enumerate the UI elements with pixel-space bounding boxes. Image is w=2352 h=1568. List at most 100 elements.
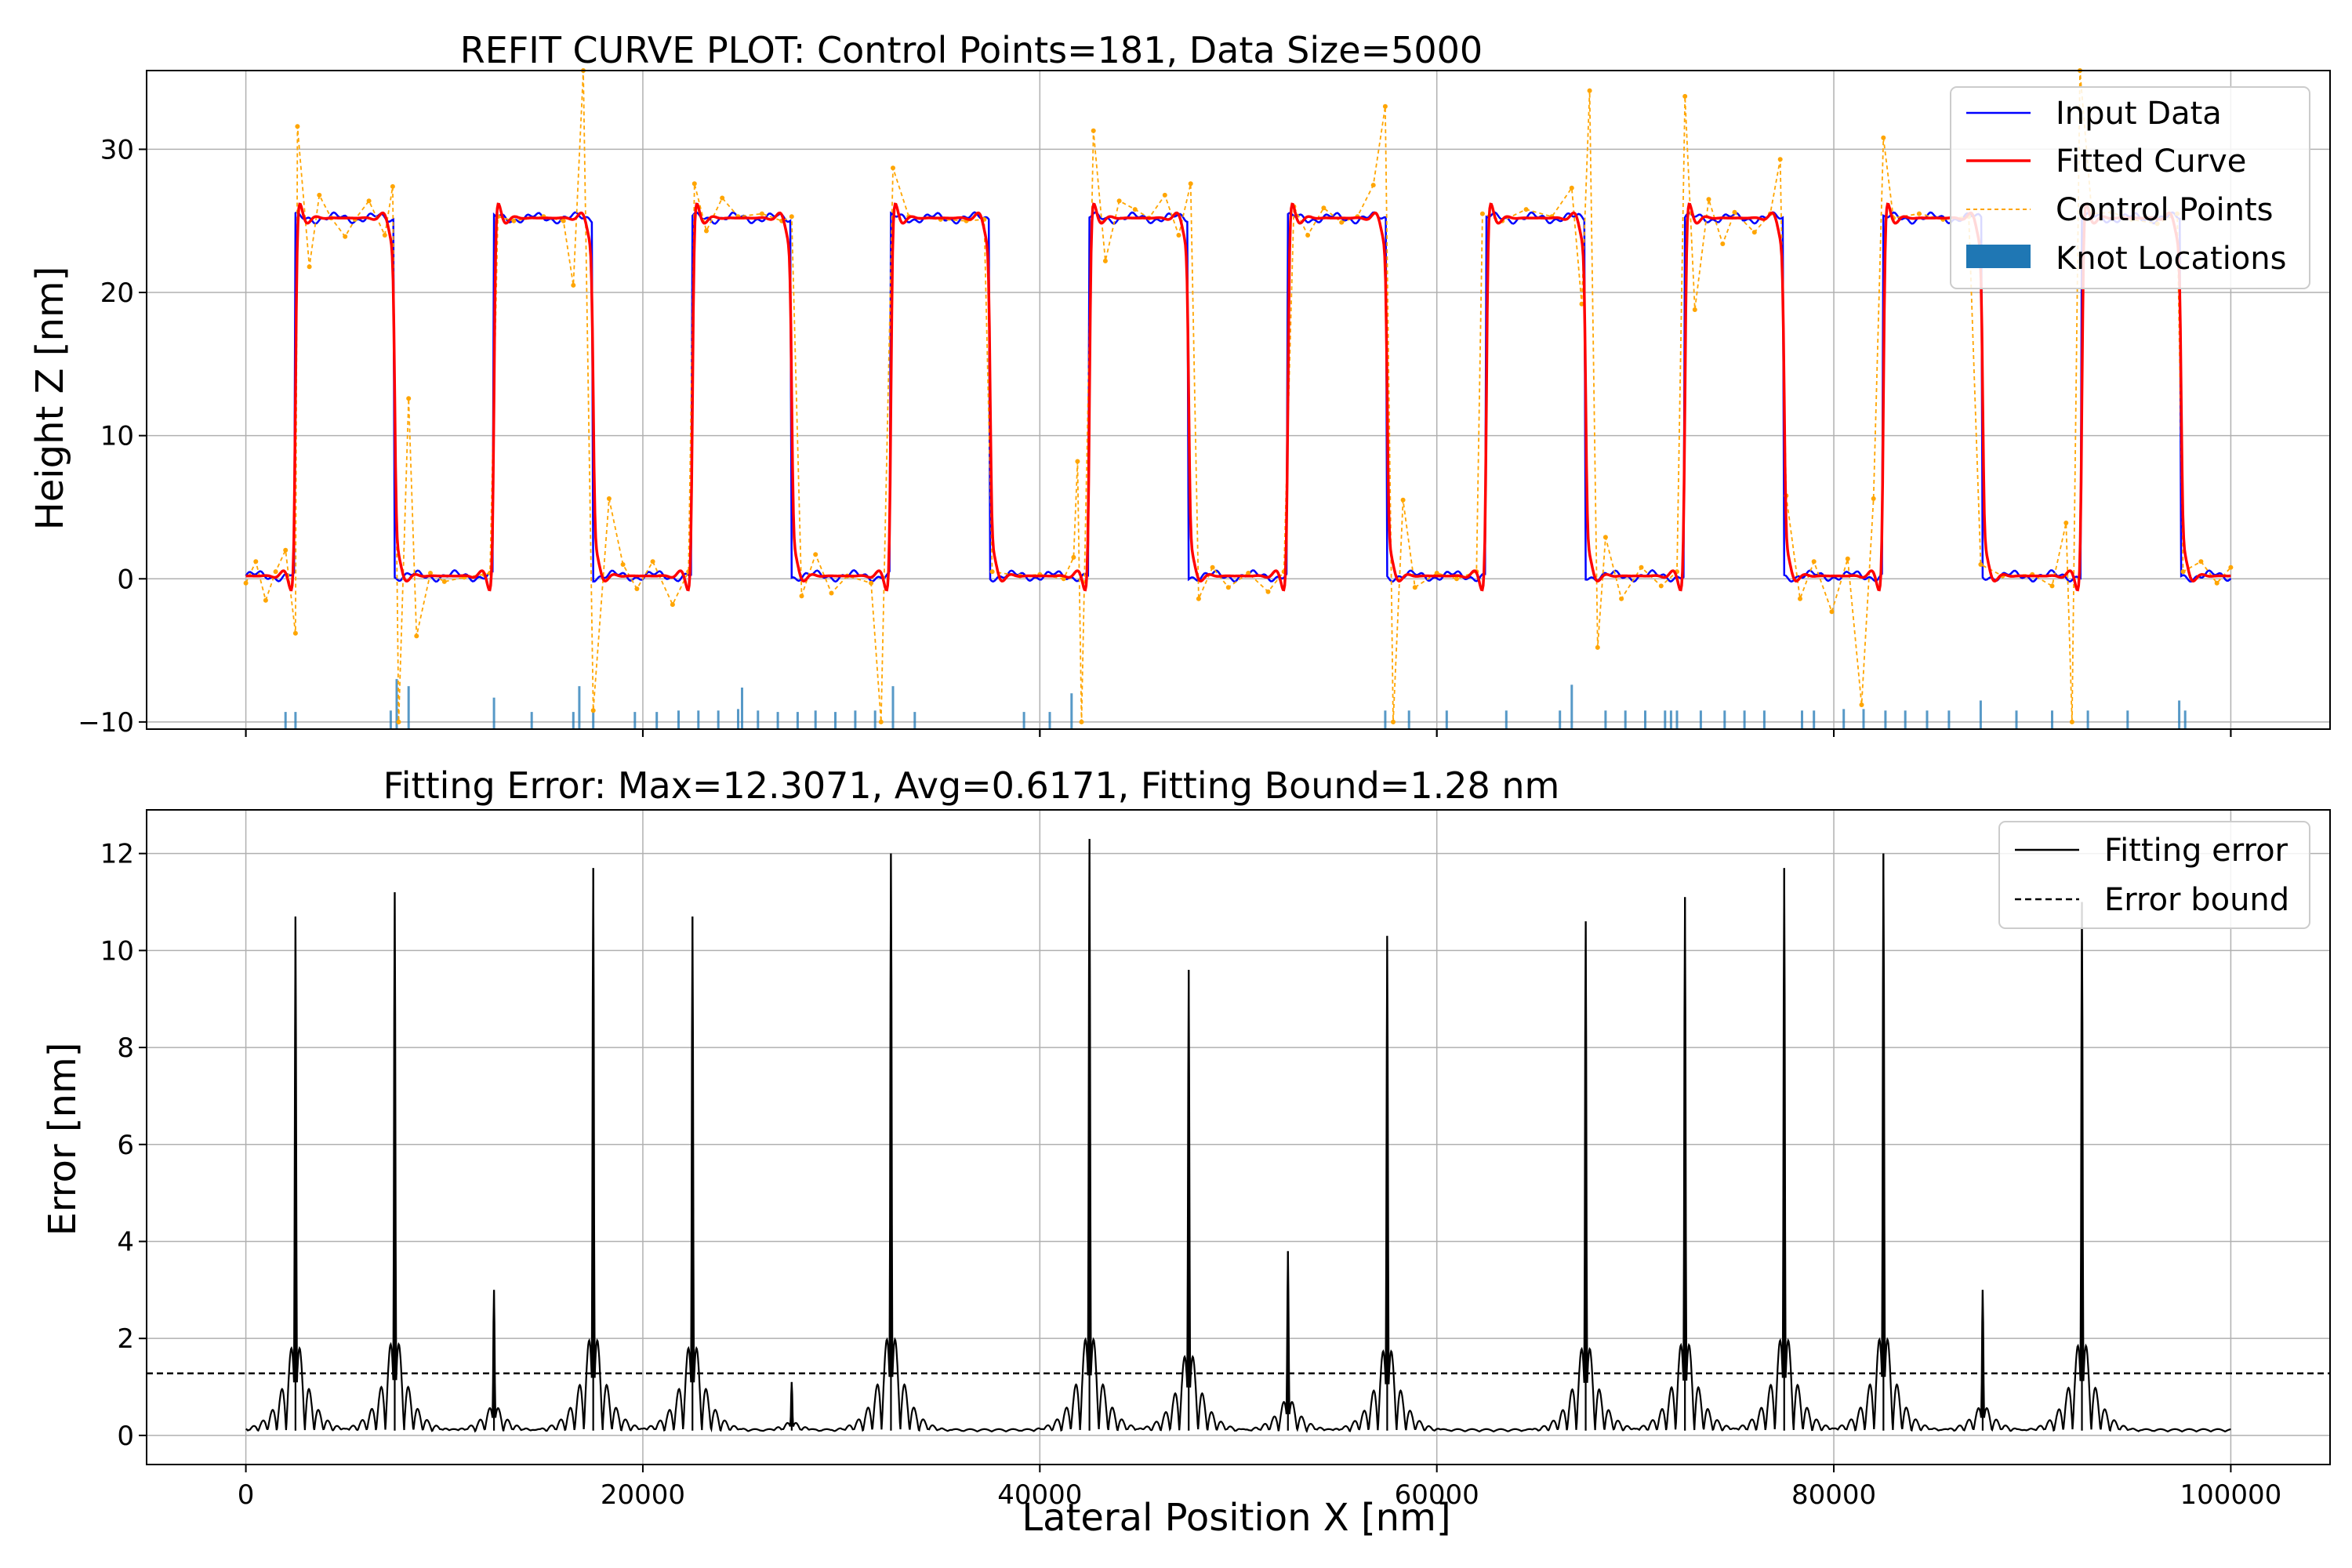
top-legend: Input Data Fitted Curve Control Points K…	[1950, 86, 2310, 289]
control-point-marker	[1370, 183, 1376, 188]
control-point-marker	[606, 496, 612, 501]
knot-location-bar	[1559, 710, 1562, 729]
control-point-marker	[789, 214, 794, 220]
control-point-marker	[428, 571, 433, 575]
bottom-x-tick-label: 20000	[601, 1479, 685, 1511]
knot-location-bar	[873, 710, 877, 729]
knot-location-bar	[572, 712, 575, 729]
knot-location-bar	[2183, 710, 2187, 729]
control-point-marker	[813, 552, 818, 557]
control-point-marker	[1569, 185, 1574, 191]
bottom-chart-title: Fitting Error: Max=12.3071, Avg=0.6171, …	[383, 764, 1560, 807]
knot-location-bar	[737, 709, 739, 729]
control-point-marker	[1321, 205, 1327, 211]
refit-curve-axes: REFIT CURVE PLOT: Control Points=181, Da…	[28, 29, 2331, 739]
top-legend-frame	[1950, 86, 2310, 289]
legend-knot-locations-swatch	[1966, 245, 2031, 268]
control-point-marker	[620, 562, 626, 567]
knot-location-bar	[407, 686, 410, 729]
control-point-marker	[1720, 241, 1726, 246]
control-point-marker	[263, 597, 268, 603]
control-point-marker	[2180, 569, 2186, 575]
control-point-marker	[343, 234, 348, 239]
control-point-marker	[561, 218, 566, 223]
control-point-marker	[2228, 564, 2234, 570]
control-point-marker	[317, 192, 322, 198]
legend-error-bound-label: Error bound	[2104, 882, 2289, 918]
knot-location-bar	[1644, 710, 1646, 729]
control-point-marker	[2049, 583, 2055, 589]
top-y-axis-label: Height Z [nm]	[28, 267, 72, 531]
control-point-marker	[1706, 197, 1711, 202]
control-point-marker	[1751, 230, 1757, 235]
control-point-marker	[1305, 233, 1311, 238]
legend-knot-locations-label: Knot Locations	[2056, 241, 2286, 277]
control-point-marker	[1692, 307, 1697, 312]
control-point-marker	[382, 233, 387, 238]
knot-location-bar	[1762, 710, 1766, 729]
control-point-marker	[2063, 521, 2069, 525]
knot-location-bar	[1407, 710, 1410, 729]
control-point-marker	[759, 211, 764, 216]
bottom-legend: Fitting error Error bound	[1998, 821, 2310, 929]
bottom-x-tick-label: 0	[238, 1479, 255, 1511]
control-point-marker	[1619, 596, 1624, 601]
control-point-marker	[1916, 211, 1922, 216]
knot-location-bar	[1699, 710, 1702, 729]
control-point-marker	[1871, 496, 1876, 501]
control-point-marker	[1602, 535, 1608, 540]
control-point-marker	[1382, 103, 1388, 109]
legend-input-data-label: Input Data	[2056, 96, 2222, 132]
control-point-marker	[292, 630, 298, 636]
control-point-marker	[1391, 719, 1396, 724]
control-point-marker	[1479, 211, 1485, 216]
knot-location-bar	[2178, 700, 2181, 729]
top-axes-frame	[146, 70, 2331, 730]
knot-location-bar	[2086, 710, 2089, 729]
control-point-marker	[1978, 562, 1984, 567]
control-point-marker	[1091, 128, 1096, 133]
control-point-marker	[1075, 459, 1080, 464]
knot-location-bar	[1723, 710, 1726, 729]
knot-location-bar	[1384, 710, 1387, 729]
x-axis-label: Lateral Position X [nm]	[1022, 1496, 1450, 1540]
control-point-marker	[878, 719, 884, 724]
control-point-marker	[1400, 497, 1406, 503]
knot-location-bar	[655, 712, 659, 729]
top-y-tick-label: 0	[117, 564, 134, 595]
control-point-marker	[1595, 644, 1600, 650]
control-point-marker	[1079, 719, 1084, 724]
fitting-error-axes: Fitting Error: Max=12.3071, Avg=0.6171, …	[41, 764, 2331, 1540]
knot-location-bar	[854, 710, 857, 729]
bottom-y-tick-label: 4	[117, 1226, 134, 1258]
bottom-x-tick-label: 60000	[1395, 1479, 1479, 1511]
control-point-marker	[1811, 559, 1817, 564]
knot-location-bar	[913, 712, 916, 729]
bottom-y-tick-label: 10	[100, 935, 134, 967]
control-point-marker	[243, 580, 249, 586]
control-point-marker	[829, 590, 834, 596]
control-point-marker	[891, 165, 895, 171]
knot-location-bar	[284, 712, 287, 729]
fitted-curve-line	[245, 202, 2231, 592]
knot-location-bar	[834, 712, 837, 729]
control-point-marker	[2198, 559, 2204, 564]
control-point-marker	[390, 183, 395, 189]
bottom-axis-ticks: 0 20000 40000 60000 80000 100000 0 2 4 6 8 10 12	[100, 809, 2331, 1511]
knot-location-bar	[578, 686, 581, 729]
bottom-y-tick-label: 0	[117, 1421, 134, 1452]
top-y-tick-label: 20	[100, 278, 134, 309]
control-point-marker	[1639, 564, 1644, 570]
bottom-grid	[147, 810, 2330, 1465]
bottom-y-tick-label: 8	[117, 1033, 134, 1064]
control-point-marker	[1777, 157, 1783, 162]
legend-fitted-curve-label: Fitted Curve	[2056, 143, 2246, 180]
bottom-y-tick-label: 6	[117, 1130, 134, 1161]
control-point-marker	[670, 602, 675, 608]
knot-location-bar	[1801, 710, 1803, 729]
knot-location-bar	[530, 712, 533, 729]
control-point-marker	[1579, 301, 1584, 307]
top-axis-ticks: −10 0 10 20 30	[78, 70, 2331, 739]
knot-location-bar	[796, 712, 799, 729]
knot-location-bar	[1675, 710, 1679, 729]
